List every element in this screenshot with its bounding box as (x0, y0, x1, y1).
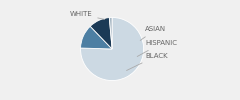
Text: WHITE: WHITE (70, 11, 105, 19)
Text: BLACK: BLACK (126, 53, 168, 70)
Wedge shape (81, 18, 144, 81)
Text: HISPANIC: HISPANIC (137, 40, 177, 56)
Wedge shape (109, 18, 112, 49)
Text: ASIAN: ASIAN (140, 26, 166, 40)
Wedge shape (90, 18, 112, 49)
Wedge shape (81, 26, 112, 49)
